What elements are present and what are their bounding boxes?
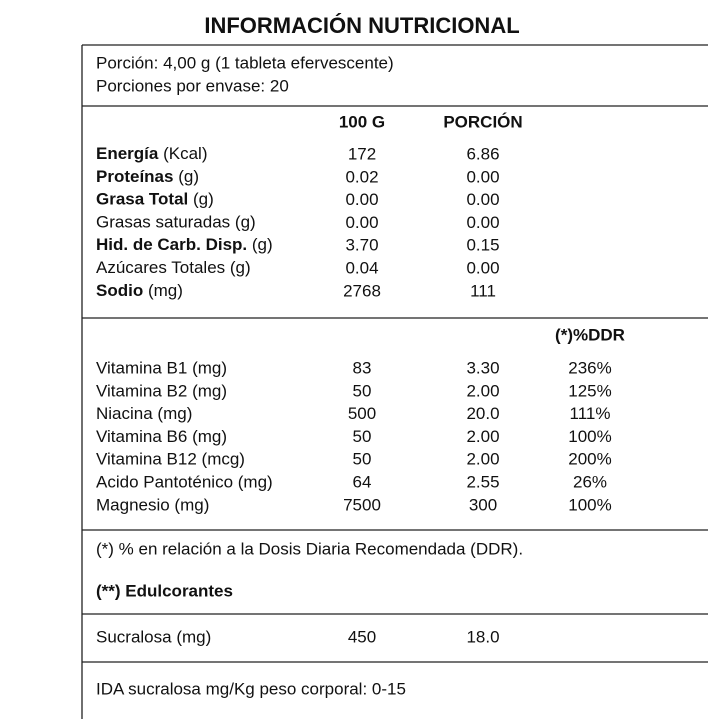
nutrient-name: Azúcares Totales (g) bbox=[96, 258, 251, 277]
nutrient-label: Azúcares Totales bbox=[96, 258, 225, 277]
column-header: PORCIÓN bbox=[443, 112, 522, 131]
value-100g: 450 bbox=[348, 627, 376, 646]
value-ddr: 100% bbox=[568, 427, 611, 446]
value-portion: 0.15 bbox=[466, 236, 499, 255]
value-100g: 172 bbox=[348, 144, 376, 163]
value-100g: 50 bbox=[353, 381, 372, 400]
nutrient-unit: (g) bbox=[193, 190, 214, 209]
value-100g: 64 bbox=[353, 472, 372, 491]
nutrient-label: Grasas saturadas bbox=[96, 213, 230, 232]
serving-info: Porción: 4,00 g (1 tableta efervescente) bbox=[96, 53, 394, 72]
sweetener-name: Sucralosa (mg) bbox=[96, 627, 211, 646]
value-ddr: 100% bbox=[568, 495, 611, 514]
value-ddr: 125% bbox=[568, 381, 611, 400]
nutrient-name: Grasa Total (g) bbox=[96, 190, 214, 209]
nutrient-unit: (mg) bbox=[148, 281, 183, 300]
value-100g: 3.70 bbox=[345, 236, 378, 255]
nutrient-unit: (g) bbox=[252, 236, 273, 255]
value-ddr: 111% bbox=[570, 404, 611, 423]
value-portion: 3.30 bbox=[466, 358, 499, 377]
value-portion: 2.00 bbox=[466, 381, 499, 400]
value-100g: 0.00 bbox=[345, 190, 378, 209]
value-100g: 50 bbox=[353, 450, 372, 469]
nutrient-label: Sodio bbox=[96, 281, 143, 300]
column-header: (*)%DDR bbox=[555, 325, 625, 344]
value-portion: 0.00 bbox=[466, 213, 499, 232]
serving-info: Porciones por envase: 20 bbox=[96, 76, 289, 95]
vitamin-name: Magnesio (mg) bbox=[96, 495, 209, 514]
value-portion: 0.00 bbox=[466, 167, 499, 186]
nutrient-unit: (Kcal) bbox=[163, 144, 207, 163]
value-portion: 0.00 bbox=[466, 258, 499, 277]
value-100g: 50 bbox=[353, 427, 372, 446]
value-portion: 18.0 bbox=[466, 627, 499, 646]
value-100g: 83 bbox=[353, 358, 372, 377]
value-portion: 20.0 bbox=[466, 404, 499, 423]
value-portion: 2.00 bbox=[466, 450, 499, 469]
nutrient-label: Grasa Total bbox=[96, 190, 188, 209]
vitamin-name: Vitamina B6 (mg) bbox=[96, 427, 227, 446]
vitamin-name: Vitamina B2 (mg) bbox=[96, 381, 227, 400]
value-100g: 7500 bbox=[343, 495, 381, 514]
value-100g: 2768 bbox=[343, 281, 381, 300]
vitamin-name: Niacina (mg) bbox=[96, 404, 192, 423]
nutrient-label: Energía bbox=[96, 144, 159, 163]
value-portion: 111 bbox=[470, 281, 496, 300]
value-100g: 0.00 bbox=[345, 213, 378, 232]
nutrient-name: Energía (Kcal) bbox=[96, 144, 208, 163]
value-portion: 300 bbox=[469, 495, 497, 514]
vitamin-name: Acido Pantoténico (mg) bbox=[96, 472, 273, 491]
value-portion: 2.55 bbox=[466, 472, 499, 491]
value-ddr: 236% bbox=[568, 358, 611, 377]
value-100g: 500 bbox=[348, 404, 376, 423]
column-header: 100 G bbox=[339, 112, 385, 131]
nutrient-unit: (g) bbox=[178, 167, 199, 186]
value-100g: 0.04 bbox=[345, 258, 378, 277]
nutrient-unit: (g) bbox=[235, 213, 256, 232]
nutrient-name: Hid. de Carb. Disp. (g) bbox=[96, 236, 273, 255]
value-ddr: 26% bbox=[573, 472, 607, 491]
nutrient-label: Hid. de Carb. Disp. bbox=[96, 236, 247, 255]
nutrient-name: Grasas saturadas (g) bbox=[96, 213, 256, 232]
value-ddr: 200% bbox=[568, 450, 611, 469]
footnote: (*) % en relación a la Dosis Diaria Reco… bbox=[96, 539, 523, 558]
vitamin-name: Vitamina B12 (mcg) bbox=[96, 450, 245, 469]
vitamin-name: Vitamina B1 (mg) bbox=[96, 358, 227, 377]
sweeteners-title: (**) Edulcorantes bbox=[96, 581, 233, 600]
nutrient-unit: (g) bbox=[230, 258, 251, 277]
title: INFORMACIÓN NUTRICIONAL bbox=[204, 13, 519, 38]
nutrient-name: Proteínas (g) bbox=[96, 167, 199, 186]
value-portion: 0.00 bbox=[466, 190, 499, 209]
nutrient-name: Sodio (mg) bbox=[96, 281, 183, 300]
value-portion: 2.00 bbox=[466, 427, 499, 446]
ida-note: IDA sucralosa mg/Kg peso corporal: 0-15 bbox=[96, 679, 406, 698]
value-portion: 6.86 bbox=[466, 144, 499, 163]
value-100g: 0.02 bbox=[345, 167, 378, 186]
nutrient-label: Proteínas bbox=[96, 167, 173, 186]
